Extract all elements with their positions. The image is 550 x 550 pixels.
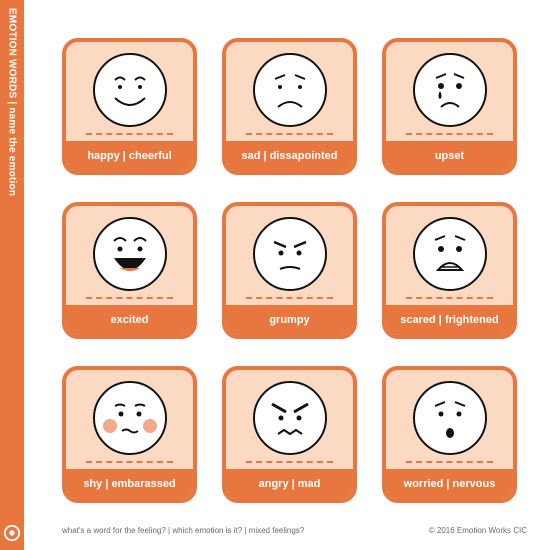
grumpy-face-icon <box>252 217 327 291</box>
excited-face-icon <box>92 217 167 291</box>
sad-face-icon <box>252 53 327 127</box>
shy-face-icon <box>92 381 167 455</box>
answer-line <box>406 297 493 299</box>
answer-line <box>86 297 173 299</box>
answer-line <box>406 133 493 135</box>
scared-face-icon <box>412 217 487 291</box>
worried-face-icon <box>412 381 487 455</box>
angry-face-icon <box>252 381 327 455</box>
answer-line <box>246 297 333 299</box>
emotion-card: upset <box>382 38 517 175</box>
emotion-label: sad | dissapointed <box>226 141 353 171</box>
answer-line <box>246 133 333 135</box>
answer-line <box>406 461 493 463</box>
answer-line <box>86 461 173 463</box>
emotion-label: excited <box>66 305 193 335</box>
footer-copyright: © 2016 Emotion Works CIC <box>428 525 527 535</box>
emotion-label: shy | embarassed <box>66 469 193 499</box>
emotion-card: worried | nervous <box>382 366 517 503</box>
answer-line <box>246 461 333 463</box>
side-strip: EMOTION WORDS | name the emotion <box>0 0 24 550</box>
emotion-label: upset <box>386 141 513 171</box>
emotion-cards-grid: happy | cheerful sad | dissapointed upse… <box>62 38 527 508</box>
emotion-label: happy | cheerful <box>66 141 193 171</box>
side-title: EMOTION WORDS | name the emotion <box>0 8 24 308</box>
upset-face-icon <box>412 53 487 127</box>
side-title-text: EMOTION WORDS | name the emotion <box>6 8 18 197</box>
emotion-label: scared | frightened <box>386 305 513 335</box>
footer: what's a word for the feeling? | which e… <box>62 520 527 540</box>
emotion-label: worried | nervous <box>386 469 513 499</box>
emotion-card: shy | embarassed <box>62 366 197 503</box>
happy-face-icon <box>92 53 167 127</box>
emotion-label: angry | mad <box>226 469 353 499</box>
emotion-card: scared | frightened <box>382 202 517 339</box>
emotion-card: grumpy <box>222 202 357 339</box>
emotion-card: sad | dissapointed <box>222 38 357 175</box>
emotion-card: excited <box>62 202 197 339</box>
answer-line <box>86 133 173 135</box>
footer-prompt: what's a word for the feeling? | which e… <box>62 525 305 535</box>
emotion-label: grumpy <box>226 305 353 335</box>
emotion-works-logo-icon <box>3 524 21 542</box>
emotion-card: angry | mad <box>222 366 357 503</box>
emotion-card: happy | cheerful <box>62 38 197 175</box>
